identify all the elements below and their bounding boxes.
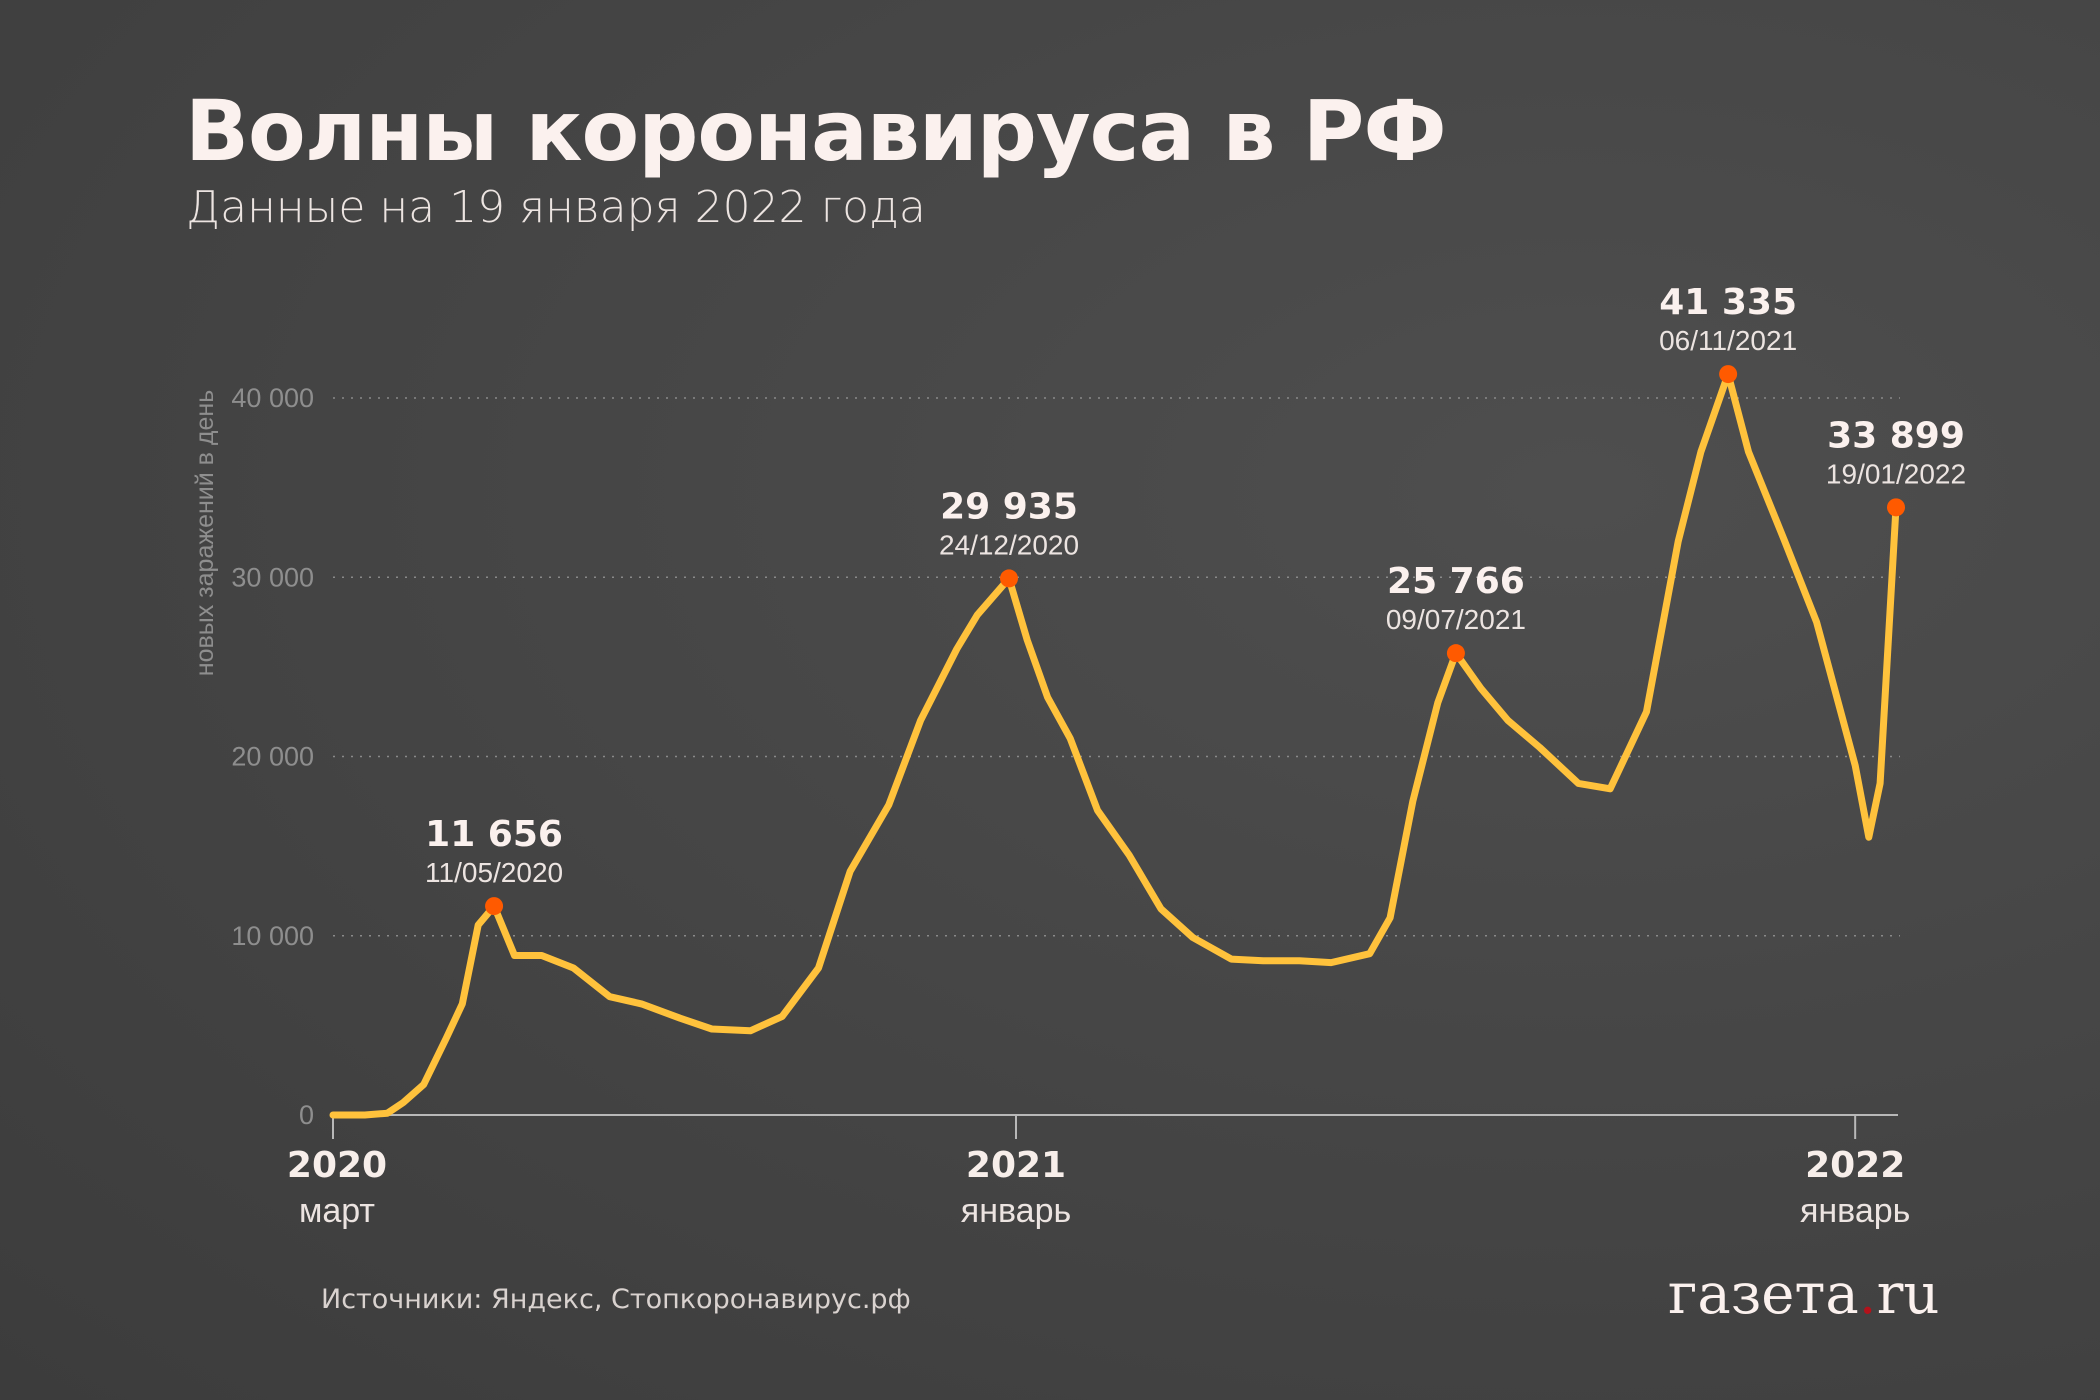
x-tick-year: 2020: [287, 1145, 387, 1186]
peak-value-label: 29 935: [940, 486, 1078, 527]
peak-marker: [1446, 644, 1465, 663]
peak-marker: [1719, 365, 1738, 384]
y-tick-label: 10 000: [231, 921, 314, 951]
peak-date-label: 19/01/2022: [1826, 458, 1966, 489]
peak-date-label: 11/05/2020: [425, 857, 563, 888]
peak-value-label: 33 899: [1827, 415, 1965, 456]
peak-marker: [485, 897, 504, 916]
gazeta-logo[interactable]: газета.ru: [1668, 1262, 1939, 1327]
y-tick-label: 0: [299, 1100, 314, 1130]
peak-value-label: 11 656: [425, 814, 563, 855]
peak-date-label: 24/12/2020: [939, 529, 1079, 560]
y-axis-label: новых заражений в день: [191, 390, 219, 676]
logo-dot: .: [1858, 1262, 1877, 1327]
peak-value-label: 25 766: [1387, 561, 1525, 602]
peak-marker: [1887, 498, 1905, 517]
x-tick-year: 2022: [1805, 1145, 1905, 1186]
chart-subtitle: Данные на 19 января 2022 года: [186, 182, 926, 233]
logo-main: газета: [1668, 1262, 1859, 1327]
peak-date-label: 09/07/2021: [1386, 604, 1526, 635]
source-note: Источники: Яндекс, Стопкоронавирус.рф: [321, 1284, 911, 1315]
peak-date-label: 06/11/2021: [1659, 325, 1797, 356]
peak-marker: [1000, 569, 1019, 588]
logo-tld: ru: [1876, 1262, 1940, 1327]
y-tick-label: 30 000: [231, 562, 314, 592]
x-tick-month: январь: [961, 1192, 1071, 1230]
chart-title: Волны коронавируса в РФ: [185, 82, 1447, 180]
x-tick-year: 2021: [966, 1145, 1066, 1186]
peak-value-label: 41 335: [1659, 282, 1797, 323]
y-tick-label: 40 000: [231, 383, 314, 413]
x-tick-month: март: [299, 1192, 375, 1230]
series-line: [329, 370, 1900, 1119]
y-tick-label: 20 000: [231, 742, 314, 772]
x-tick-month: январь: [1800, 1192, 1910, 1230]
